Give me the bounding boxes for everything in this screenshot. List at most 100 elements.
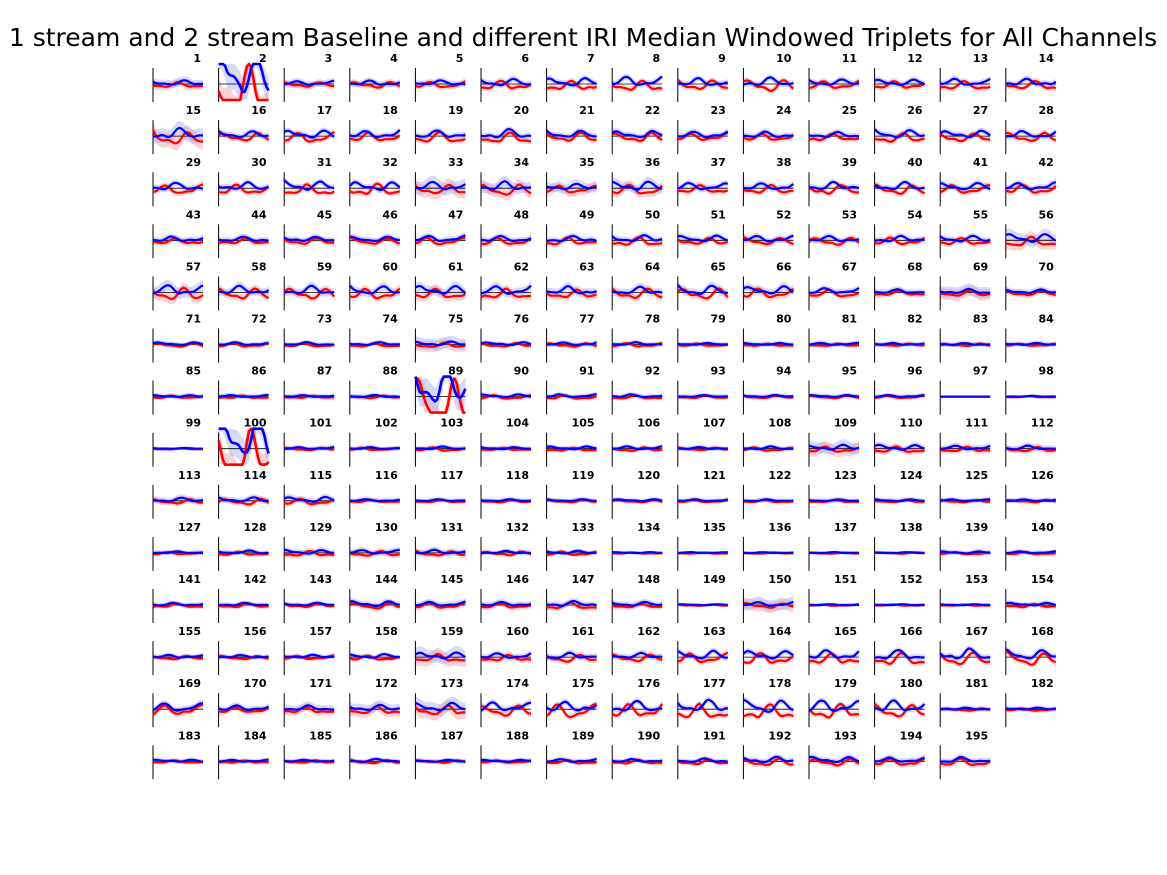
- panel-95: 95: [808, 365, 860, 415]
- blue-trace: [808, 699, 860, 712]
- panel-label-9: 9: [718, 52, 726, 65]
- panel-164: 164: [742, 625, 795, 676]
- panel-157: 157: [283, 625, 335, 676]
- panel-186: 186: [349, 729, 400, 780]
- panel-label-3: 3: [325, 52, 333, 65]
- panel-label-192: 192: [768, 729, 791, 742]
- red-trace: [415, 446, 466, 452]
- panel-label-63: 63: [579, 260, 594, 273]
- red-trace: [940, 79, 991, 90]
- red-trace: [545, 131, 597, 142]
- panel-label-95: 95: [842, 365, 857, 378]
- blue-trace: [349, 79, 401, 86]
- panel-label-57: 57: [186, 260, 201, 273]
- blue-trace: [611, 129, 663, 139]
- panel-label-65: 65: [710, 260, 725, 273]
- panel-label-142: 142: [244, 573, 267, 586]
- blue-trace: [939, 234, 991, 243]
- panel-label-139: 139: [965, 521, 988, 534]
- blue-trace: [874, 234, 925, 243]
- panel-54: 54: [874, 208, 926, 259]
- panel-label-182: 182: [1031, 677, 1054, 690]
- blue-trace: [742, 285, 794, 295]
- red-trace: [349, 182, 401, 195]
- red-trace: [283, 237, 335, 245]
- panel-label-117: 117: [440, 469, 463, 482]
- red-trace: [677, 702, 729, 719]
- panel-77: 77: [546, 313, 598, 363]
- blue-trace: [808, 755, 860, 764]
- blue-trace: [218, 284, 270, 294]
- panel-175: 175: [545, 677, 598, 728]
- panel-48: 48: [480, 208, 532, 259]
- panel-56: 56: [1005, 208, 1057, 259]
- blue-trace: [676, 284, 728, 296]
- panel-88: 88: [349, 365, 400, 415]
- red-trace: [940, 445, 991, 453]
- panel-label-118: 118: [506, 469, 529, 482]
- blue-trace: [546, 234, 597, 243]
- panel-68: 68: [874, 260, 925, 311]
- panel-33: 33: [414, 156, 466, 207]
- panel-124: 124: [874, 469, 925, 519]
- panel-label-1: 1: [193, 52, 201, 65]
- panel-label-39: 39: [842, 156, 857, 169]
- panel-label-26: 26: [907, 104, 923, 117]
- red-trace: [153, 183, 204, 194]
- red-trace: [284, 130, 335, 143]
- panel-24: 24: [742, 104, 795, 155]
- panel-31: 31: [283, 156, 335, 207]
- red-trace: [743, 652, 795, 664]
- panel-91: 91: [546, 365, 597, 415]
- panel-26: 26: [873, 104, 925, 155]
- panel-177: 177: [676, 677, 729, 728]
- panel-84: 84: [1005, 313, 1056, 363]
- blue-trace: [415, 79, 466, 86]
- red-trace: [480, 653, 532, 662]
- red-trace: [217, 427, 270, 466]
- panel-label-152: 152: [900, 573, 923, 586]
- panel-28: 28: [1005, 104, 1057, 155]
- blue-trace: [480, 498, 532, 503]
- blue-trace: [217, 130, 269, 139]
- panel-107: 107: [677, 417, 728, 467]
- panel-99: 99: [152, 417, 203, 467]
- panel-label-55: 55: [973, 208, 988, 221]
- panel-142: 142: [218, 573, 269, 623]
- panel-label-76: 76: [514, 313, 530, 326]
- blue-trace: [874, 288, 925, 294]
- panel-46: 46: [349, 208, 401, 259]
- panel-131: 131: [414, 521, 466, 571]
- panel-154: 154: [1005, 573, 1057, 623]
- panel-76: 76: [480, 313, 532, 363]
- panel-label-116: 116: [375, 469, 398, 482]
- panel-label-23: 23: [710, 104, 725, 117]
- panel-label-83: 83: [973, 313, 988, 326]
- panel-label-14: 14: [1038, 52, 1054, 65]
- panel-label-79: 79: [710, 313, 725, 326]
- panel-37: 37: [677, 156, 729, 207]
- panel-label-157: 157: [309, 625, 332, 638]
- panel-16: 16: [217, 104, 270, 155]
- panel-194: 194: [874, 729, 926, 780]
- blue-error-band: [218, 428, 269, 465]
- blue-error-band: [415, 127, 466, 140]
- panel-90: 90: [480, 365, 532, 415]
- panel-165: 165: [808, 625, 860, 676]
- blue-trace: [480, 77, 532, 87]
- panel-label-69: 69: [973, 260, 988, 273]
- blue-trace: [546, 651, 597, 659]
- blue-trace: [677, 234, 729, 243]
- red-trace: [1005, 235, 1056, 247]
- blue-trace: [612, 757, 663, 763]
- blue-trace: [743, 551, 794, 555]
- panel-47: 47: [414, 208, 466, 259]
- panel-173: 173: [414, 677, 466, 728]
- panel-label-32: 32: [382, 156, 397, 169]
- blue-error-band: [743, 282, 794, 298]
- blue-trace: [546, 600, 597, 607]
- blue-trace: [480, 284, 532, 295]
- panel-label-124: 124: [900, 469, 923, 482]
- panel-148: 148: [611, 573, 663, 623]
